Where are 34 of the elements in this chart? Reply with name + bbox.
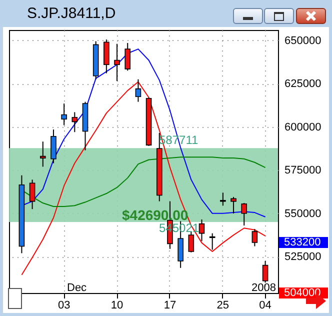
ref-line-label: 504000 — [284, 287, 321, 299]
x-tick-label: 10 — [110, 300, 124, 312]
annotation: 2008 — [252, 282, 276, 294]
candlestick — [135, 78, 142, 102]
candlestick — [220, 192, 226, 206]
line-series — [21, 81, 266, 276]
y-tick-label: 575000 — [284, 164, 322, 177]
candlestick — [29, 179, 36, 210]
candlestick — [40, 141, 46, 168]
candlestick — [230, 196, 236, 214]
candlestick — [104, 39, 110, 74]
candlestick — [188, 231, 194, 253]
candlestick — [114, 43, 120, 82]
candlestick — [50, 128, 56, 164]
candlestick — [252, 228, 258, 247]
y-tick-label: 600000 — [284, 121, 322, 134]
y-tick-label: 650000 — [284, 34, 322, 47]
x-tick-label: 17 — [164, 300, 176, 312]
candlestick — [241, 202, 248, 226]
y-tick-label: 525000 — [284, 251, 322, 264]
chart-title: S.JP.J8411,D — [27, 5, 116, 22]
candlestick — [61, 103, 67, 126]
candlestick — [262, 260, 268, 284]
candlestick — [209, 232, 216, 250]
y-tick-label: 625000 — [284, 78, 322, 90]
candlestick — [72, 112, 78, 133]
x-tick-label: 03 — [58, 300, 70, 312]
annotation: Dec — [67, 282, 88, 294]
ref-line-label: 533200 — [284, 236, 321, 248]
x-tick-label: 04 — [259, 300, 272, 312]
y-tick-label: 550000 — [284, 208, 322, 220]
x-tick-label: 25 — [216, 300, 230, 312]
candlestick — [198, 218, 205, 242]
candlestick — [124, 42, 131, 72]
